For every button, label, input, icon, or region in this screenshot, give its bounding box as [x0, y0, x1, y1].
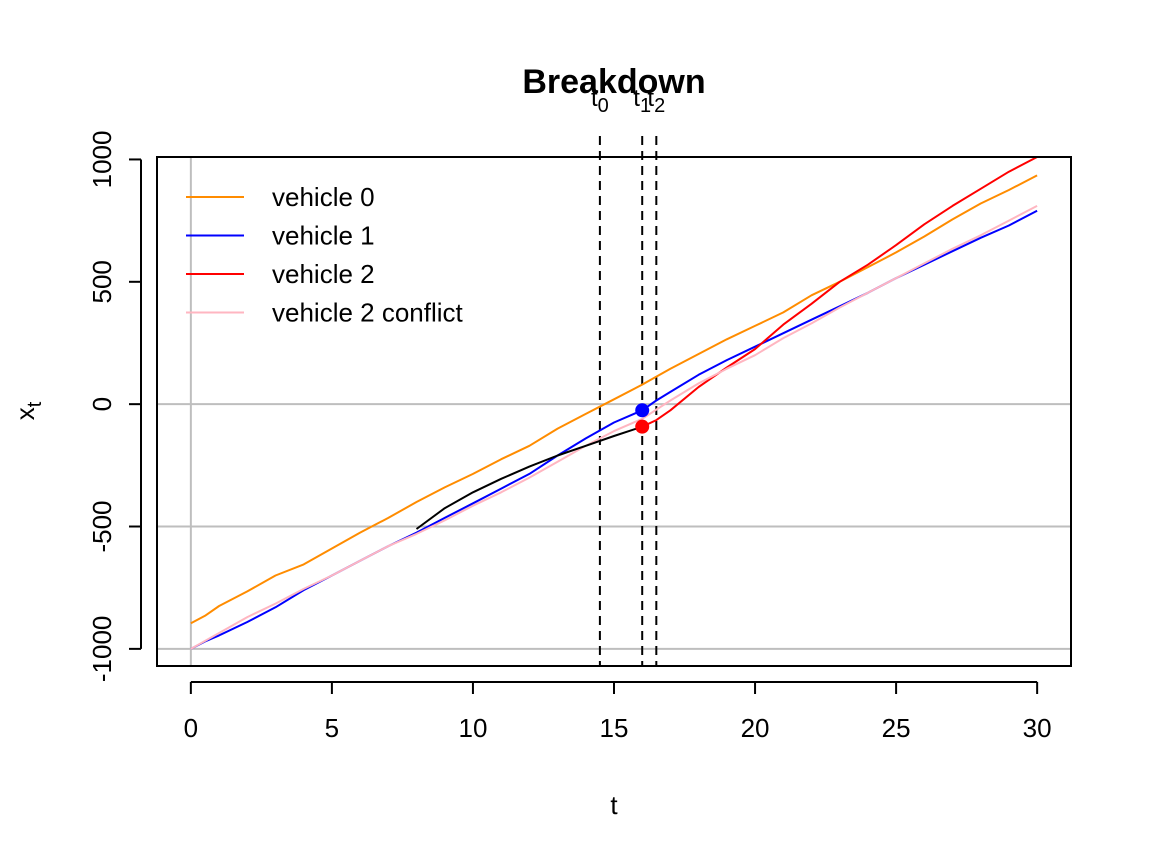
x-tick-label: 30 [1023, 713, 1052, 743]
legend: vehicle 0 vehicle 1 vehicle 2 vehicle 2 con… [186, 182, 464, 328]
x-tick-label: 0 [184, 713, 198, 743]
series-line-unlabeled-4 [415, 425, 643, 530]
series-line-vehicle-0 [190, 174, 1038, 625]
x-tick-label: 25 [882, 713, 911, 743]
legend-label-vehicle-1: vehicle 1 [272, 221, 375, 251]
x-tick-label: 10 [458, 713, 487, 743]
x-axis-label: t [610, 790, 618, 820]
x-tick-label: 15 [600, 713, 629, 743]
x-tick-label: 20 [741, 713, 770, 743]
x-tick-label: 5 [325, 713, 339, 743]
plot-frame [156, 156, 1072, 667]
series-lines [190, 156, 1038, 650]
highlight-points [635, 403, 650, 434]
chart-title: Breakdown [522, 63, 705, 101]
reference-lines [157, 157, 1071, 666]
point-1 [635, 403, 650, 418]
legend-label-vehicle-2-conflict: vehicle 2 conflict [272, 298, 464, 328]
legend-label-vehicle-0: vehicle 0 [272, 182, 375, 212]
y-axis-label: xt [10, 401, 46, 420]
series-line-vehicle-2-conflict [190, 205, 1038, 650]
legend-label-vehicle-2: vehicle 2 [272, 259, 375, 289]
series-line-vehicle-2 [641, 156, 1038, 428]
x-axis: 0 5 10 15 20 25 30 [184, 681, 1052, 743]
point-2 [635, 419, 650, 434]
y-tick-label: 500 [87, 260, 117, 303]
y-tick-label: 0 [87, 397, 117, 411]
y-tick-label: 1000 [87, 131, 117, 189]
y-tick-label: -1000 [87, 616, 117, 683]
y-axis: -1000 -500 0 500 1000 [87, 131, 142, 683]
y-tick-label: -500 [87, 500, 117, 552]
